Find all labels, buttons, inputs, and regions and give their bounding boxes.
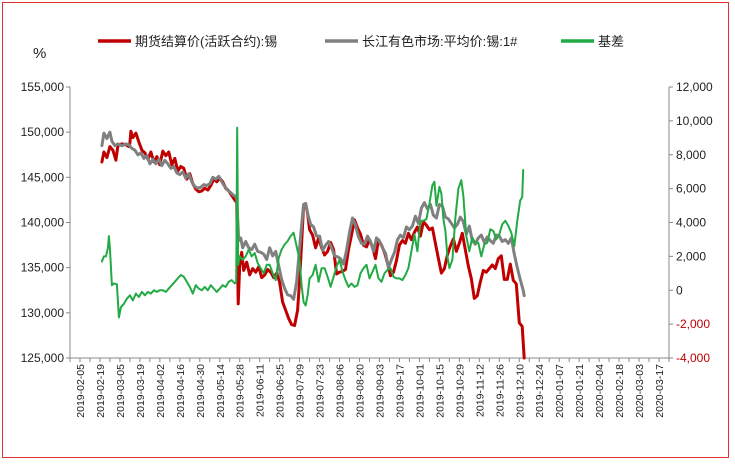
x-tick-label: 2019-03-19 bbox=[135, 364, 147, 418]
series-line-basis bbox=[100, 126, 525, 319]
left-tick-label: 140,000 bbox=[21, 216, 65, 230]
legend-label: 长江有色市场:平均价:锡:1# bbox=[362, 34, 518, 49]
left-tick-label: 150,000 bbox=[21, 125, 65, 139]
right-tick-label: 8,000 bbox=[676, 148, 706, 162]
x-tick-label: 2019-04-16 bbox=[175, 364, 187, 418]
x-tick-label: 2019-04-02 bbox=[155, 364, 167, 418]
x-tick-label: 2020-03-17 bbox=[654, 364, 666, 418]
right-tick-label: 12,000 bbox=[676, 80, 713, 94]
x-tick-label: 2020-02-04 bbox=[594, 364, 606, 418]
x-tick-label: 2020-01-07 bbox=[554, 364, 566, 418]
left-tick-label: 130,000 bbox=[21, 306, 65, 320]
x-tick-label: 2019-03-05 bbox=[115, 364, 127, 418]
right-tick-label: 4,000 bbox=[676, 216, 706, 230]
x-tick-label: 2019-05-28 bbox=[235, 364, 247, 418]
chart-svg: % 期货结算价(活跃合约):锡 长江有色市场:平均价:锡:1# 基差 125,000… bbox=[21, 34, 713, 418]
x-tick-label: 2019-08-06 bbox=[335, 364, 347, 418]
left-tick-label: 145,000 bbox=[21, 170, 65, 184]
right-tick-label: 6,000 bbox=[676, 182, 706, 196]
left-axis-title: % bbox=[33, 45, 46, 62]
chart-frame: % 期货结算价(活跃合约):锡 长江有色市场:平均价:锡:1# 基差 125,000… bbox=[2, 2, 729, 458]
x-tick-label: 2020-03-03 bbox=[634, 364, 646, 418]
x-tick-label: 2019-02-05 bbox=[75, 364, 87, 418]
left-tick-label: 125,000 bbox=[21, 351, 65, 365]
x-tick-label: 2019-10-15 bbox=[434, 364, 446, 418]
x-tick-label: 2019-09-03 bbox=[374, 364, 386, 418]
x-tick-label: 2019-10-29 bbox=[454, 364, 466, 418]
x-tick-label: 2019-09-17 bbox=[394, 364, 406, 418]
legend-label: 基差 bbox=[598, 34, 624, 49]
x-tick-label: 2020-01-21 bbox=[574, 364, 586, 418]
legend-label: 期货结算价(活跃合约):锡 bbox=[135, 34, 277, 49]
x-tick-label: 2019-08-20 bbox=[355, 364, 367, 418]
legend: 期货结算价(活跃合约):锡 长江有色市场:平均价:锡:1# 基差 bbox=[98, 34, 624, 49]
right-tick-label: -4,000 bbox=[676, 351, 710, 365]
left-tick-label: 155,000 bbox=[21, 80, 65, 94]
x-tick-label: 2019-12-24 bbox=[534, 364, 546, 418]
right-tick-label: -2,000 bbox=[676, 317, 710, 331]
x-tick-label: 2019-06-25 bbox=[275, 364, 287, 418]
x-tick-label: 2019-10-01 bbox=[414, 364, 426, 418]
x-tick-label: 2020-02-18 bbox=[614, 364, 626, 418]
legend-item-spot: 长江有色市场:平均价:锡:1# bbox=[325, 34, 518, 49]
x-tick-label: 2019-11-12 bbox=[474, 364, 486, 417]
right-tick-label: 10,000 bbox=[676, 114, 713, 128]
x-tick-label: 2019-11-26 bbox=[494, 364, 506, 417]
legend-item-basis: 基差 bbox=[561, 34, 624, 49]
x-tick-label: 2019-07-09 bbox=[295, 364, 307, 418]
series-lines bbox=[100, 126, 526, 360]
x-tick-label: 2019-06-11 bbox=[255, 364, 267, 417]
series-line-futures bbox=[100, 129, 526, 360]
left-tick-label: 135,000 bbox=[21, 261, 65, 275]
legend-item-futures: 期货结算价(活跃合约):锡 bbox=[98, 34, 277, 49]
x-tick-label: 2019-07-23 bbox=[315, 364, 327, 418]
x-tick-label: 2019-05-14 bbox=[215, 364, 227, 418]
right-tick-label: 2,000 bbox=[676, 249, 706, 263]
x-tick-label: 2019-04-30 bbox=[195, 364, 207, 418]
right-tick-label: 0 bbox=[676, 283, 683, 297]
axes: 125,000 130,000 135,000 140,000 145,000 150,0… bbox=[21, 80, 713, 418]
x-tick-label: 2019-12-10 bbox=[514, 364, 526, 418]
x-tick-label: 2019-02-19 bbox=[95, 364, 107, 418]
